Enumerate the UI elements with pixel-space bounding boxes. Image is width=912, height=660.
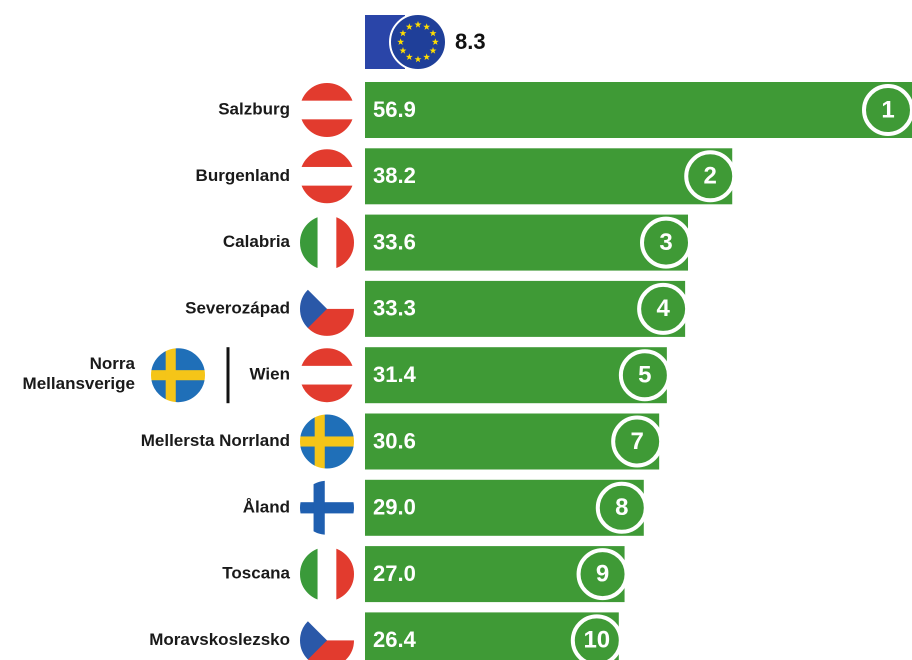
category-label: Wien xyxy=(250,365,290,384)
flag-border xyxy=(298,213,356,272)
value-label: 27.0 xyxy=(373,561,416,586)
value-label: 38.2 xyxy=(373,163,416,188)
rank-badge xyxy=(684,150,737,203)
flag-border xyxy=(149,346,207,405)
category-label: Toscana xyxy=(222,564,290,583)
flag-border xyxy=(298,545,356,604)
value-label: 56.9 xyxy=(373,97,416,122)
category-label: Norra Mellansverige xyxy=(23,355,136,394)
rank-badge xyxy=(618,349,671,402)
rank-badge xyxy=(862,84,912,136)
rank-label: 8 xyxy=(615,494,628,521)
rank-badge xyxy=(637,282,690,335)
rank-label: 1 xyxy=(881,96,894,123)
rank-label: 9 xyxy=(596,560,609,587)
flag xyxy=(299,148,355,205)
rank-label: 5 xyxy=(638,362,651,389)
rank-label: 2 xyxy=(704,163,717,190)
value-label: 26.4 xyxy=(373,627,417,652)
flag-border xyxy=(298,611,356,660)
flag-border xyxy=(298,81,356,139)
value-label: 33.3 xyxy=(373,296,416,321)
flag xyxy=(299,413,355,470)
bar xyxy=(365,148,733,205)
eu-flag xyxy=(390,14,446,70)
flag xyxy=(150,347,206,404)
rank-label: 4 xyxy=(656,295,670,322)
value-label: 31.4 xyxy=(373,362,417,387)
category-label: Calabria xyxy=(223,232,291,251)
flag xyxy=(299,479,355,536)
reference-label: 8.3 xyxy=(455,29,486,54)
flag-border xyxy=(298,478,356,537)
value-label: 33.6 xyxy=(373,229,416,254)
flag-border xyxy=(298,279,356,338)
rank-badge xyxy=(611,415,664,468)
category-label-line: Mellansverige xyxy=(23,375,135,394)
flag-border xyxy=(298,147,356,206)
bar xyxy=(365,347,667,404)
bar xyxy=(365,280,686,337)
category-label: Åland xyxy=(243,497,290,516)
category-label: Burgenland xyxy=(196,166,290,185)
category-label: Salzburg xyxy=(218,99,290,118)
flag xyxy=(299,347,355,404)
rank-label: 10 xyxy=(583,627,610,654)
rank-badge xyxy=(576,548,629,601)
category-label: Severozápad xyxy=(185,298,290,317)
rank-badge xyxy=(640,216,693,269)
category-label: Moravskoslezsko xyxy=(149,630,290,649)
category-label-line: Norra xyxy=(90,355,136,374)
category-label: Mellersta Norrland xyxy=(141,431,290,450)
value-label: 29.0 xyxy=(373,495,416,520)
bar xyxy=(365,214,689,271)
flag xyxy=(299,82,355,138)
bar xyxy=(365,82,912,138)
rank-badge xyxy=(570,614,623,660)
flag-border xyxy=(389,13,447,71)
value-label: 30.6 xyxy=(373,428,416,453)
flag-border xyxy=(298,412,356,471)
flag-border xyxy=(298,346,356,405)
rank-badge xyxy=(595,481,648,534)
rank-label: 3 xyxy=(659,229,672,256)
rank-label: 7 xyxy=(630,428,643,455)
bar xyxy=(365,413,660,470)
